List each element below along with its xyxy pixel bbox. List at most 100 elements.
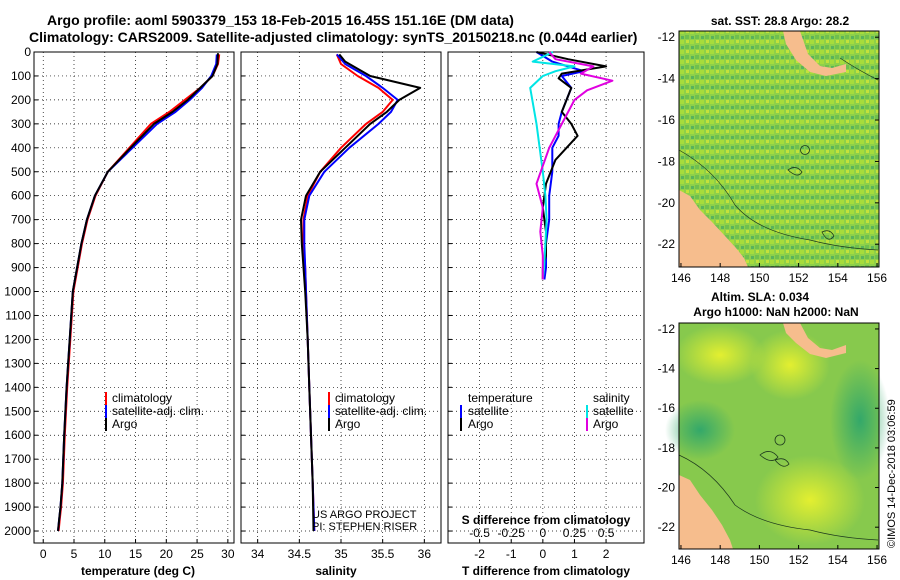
sla-land-north (783, 323, 846, 358)
sla-map-y-tick-label: -18 (658, 441, 676, 455)
sst-map (678, 30, 880, 268)
x-tick-label: 20 (160, 547, 174, 561)
sla-reef (774, 434, 786, 446)
sst-map-y-tick-label: -18 (658, 154, 676, 168)
top-tick-label: 0.5 (598, 526, 615, 540)
y-tick-label: 0 (24, 45, 31, 59)
x-tick-label: 10 (98, 547, 112, 561)
axes-layer: 0100200300400500600700800900100011001200… (4, 45, 644, 561)
x-tick-label: 2 (603, 547, 610, 561)
sst-reef-3 (821, 230, 835, 240)
y-tick-label: 500 (11, 165, 31, 179)
y-tick-label: 600 (11, 189, 31, 203)
legend-temperature-title: temperature (468, 391, 533, 405)
x-tick-label: 35 (334, 547, 348, 561)
y-tick-label: 700 (11, 213, 31, 227)
y-tick-label: 2000 (4, 524, 31, 538)
x-tick-label: 1 (571, 547, 578, 561)
sla-map-x-tick-label: 156 (867, 553, 887, 567)
series-satellite-adj-clim- (303, 53, 399, 532)
sst-map-y-tick-label: -20 (658, 196, 676, 210)
sst-map-y-tick-label: -22 (658, 237, 676, 251)
sla-contour-1 (678, 454, 879, 541)
legend-climatology-label: climatology (112, 391, 172, 405)
sst-map-x-tick-label: 156 (867, 271, 887, 285)
series-satellite-adj-clim- (57, 54, 218, 532)
sst-map-x-tick-label: 154 (828, 271, 848, 285)
difference-xlabel: T difference from climatology (462, 564, 630, 578)
sla-map-x-tick-label: 154 (828, 553, 848, 567)
y-tick-label: 1800 (4, 476, 31, 490)
header-subtitle: Climatology: CARS2009. Satellite-adjuste… (29, 29, 637, 45)
x-tick-label: 36 (418, 547, 432, 561)
legend-satellite-label: satellite-adj. clim. (112, 404, 204, 418)
difference-panel-frame (447, 51, 645, 544)
y-tick-label: 1100 (5, 308, 31, 322)
sla-map-x-tick-label: 152 (789, 553, 809, 567)
y-tick-label: 1500 (4, 404, 31, 418)
map-axes: 146 148 150 152 154 156 -12 -14 -16 -18 -20 -22 146 1… (658, 30, 888, 567)
sst-map-x-tick-label: 146 (671, 271, 691, 285)
sla-anomaly-high-3 (755, 455, 865, 545)
credit-text: ©IMOS 14-Dec-2018 03:06:59 (886, 399, 898, 548)
header-title: Argo profile: aoml 5903379_153 18-Feb-20… (47, 12, 514, 28)
salinity-panel-frame (240, 51, 442, 544)
sst-map-y-tick-label: -12 (658, 30, 676, 44)
sla-map-title-1: Altim. SLA: 0.034 (711, 290, 809, 304)
series-salinity-satellite (529, 51, 576, 280)
y-tick-label: 1400 (4, 380, 31, 394)
series-argo (300, 53, 422, 532)
project-line-2: PI: STEPHEN RISER (312, 521, 417, 533)
x-tick-label: 34 (251, 547, 265, 561)
sla-map-y-tick-label: -14 (658, 362, 676, 376)
project-line-1: US ARGO PROJECT (312, 509, 417, 521)
legend-s-satellite-label: satellite (593, 404, 634, 418)
sst-map-frame (678, 30, 880, 268)
sst-land-north (783, 31, 846, 76)
sst-map-x-tick-label: 150 (749, 271, 769, 285)
y-tick-label: 400 (11, 141, 31, 155)
y-tick-label: 800 (11, 237, 31, 251)
legend-t-satellite-label: satellite (468, 404, 509, 418)
sst-map-y-tick-label: -16 (658, 113, 676, 127)
x-tick-label: 30 (221, 547, 235, 561)
sla-map-y-tick-label: -22 (658, 520, 676, 534)
top-tick-label: 0 (539, 526, 546, 540)
legend-salinity-title: salinity (593, 391, 630, 405)
top-tick-label: -0.5 (469, 526, 490, 540)
x-tick-label: 0 (539, 547, 546, 561)
y-tick-label: 1600 (4, 428, 31, 442)
sst-map-title: sat. SST: 28.8 Argo: 28.2 (711, 14, 850, 28)
series-climatology (302, 53, 394, 532)
x-tick-label: 35.5 (371, 547, 395, 561)
sla-map-x-tick-label: 148 (710, 553, 730, 567)
x-tick-label: -1 (506, 547, 517, 561)
sla-map-y-tick-label: -12 (658, 322, 676, 336)
series-layer (57, 51, 614, 532)
y-tick-label: 100 (11, 69, 31, 83)
sla-anomaly-high-2 (750, 330, 830, 400)
y-tick-label: 1000 (4, 285, 31, 299)
x-tick-label: 25 (190, 547, 204, 561)
sst-map-x-tick-label: 148 (710, 271, 730, 285)
sst-reef (800, 145, 810, 155)
salinity-xlabel: salinity (315, 564, 357, 578)
x-tick-label: 15 (129, 547, 143, 561)
sst-map-x-tick-label: 152 (789, 271, 809, 285)
y-tick-label: 300 (11, 117, 31, 131)
temperature-xlabel: temperature (deg C) (81, 564, 195, 578)
sla-map-x-tick-label: 150 (749, 553, 769, 567)
legend-t-argo-label: Argo (468, 417, 494, 431)
sst-reef-2 (787, 167, 803, 176)
sla-anomaly-high-1 (675, 325, 765, 385)
sla-map-y-tick-label: -20 (658, 481, 676, 495)
legend-argo-label: Argo (335, 417, 361, 431)
sla-map-x-tick-label: 146 (671, 553, 691, 567)
temperature-legend: climatology satellite-adj. clim. Argo (105, 391, 204, 431)
sla-map (665, 322, 890, 550)
top-tick-label: -0.25 (498, 526, 526, 540)
series-salinity-argo (535, 51, 614, 280)
sla-map-title-2: Argo h1000: NaN h2000: NaN (693, 305, 858, 319)
